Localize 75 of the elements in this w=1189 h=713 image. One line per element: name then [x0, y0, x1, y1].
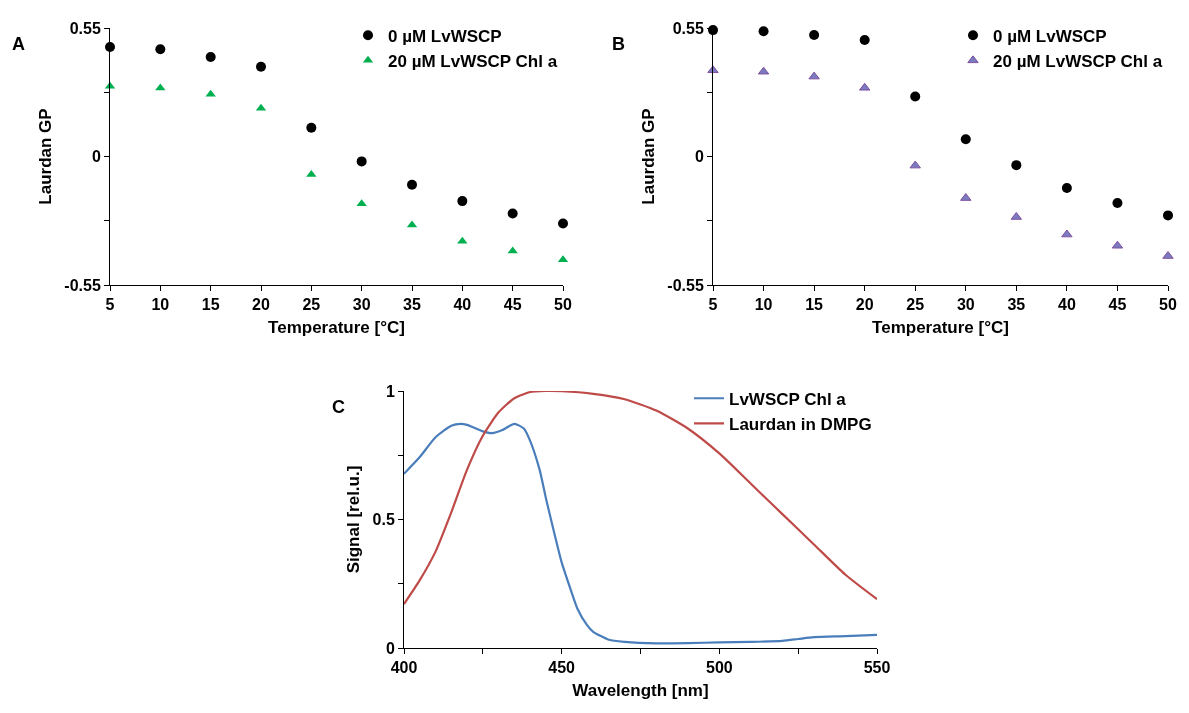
x-axis-title: Wavelength [nm] [572, 680, 709, 700]
point [306, 169, 317, 177]
point [155, 44, 166, 55]
x-tick-label: 550 [863, 659, 891, 677]
line-series [404, 391, 877, 606]
x-tick-label: 25 [906, 296, 925, 314]
x-tick-label: 15 [805, 296, 824, 314]
x-tick-label: 10 [754, 296, 773, 314]
point [707, 65, 719, 74]
chart-title: A [12, 34, 25, 54]
legend-label: LvWSCP Chl a [729, 389, 847, 409]
x-axis-title: Temperature [°C] [268, 317, 405, 337]
x-tick-label: 50 [554, 296, 572, 314]
point [306, 122, 317, 133]
point [808, 71, 820, 80]
x-tick-label: 30 [352, 296, 371, 314]
legend-label: 0 µM LvWSCP [993, 26, 1107, 46]
point [1061, 229, 1073, 238]
x-tick-label: 5 [708, 296, 718, 314]
point [205, 89, 216, 97]
x-tick-label: 10 [151, 296, 170, 314]
x-tick-label: 450 [548, 659, 576, 677]
x-tick-label: 30 [956, 296, 975, 314]
legend-label: Laurdan in DMPG [729, 415, 872, 434]
point [910, 91, 921, 102]
y-axis-title: Laurdan GP [638, 108, 658, 205]
x-tick-label: 400 [390, 659, 418, 677]
point [558, 218, 568, 229]
point [1112, 197, 1123, 208]
x-tick-label: 35 [403, 296, 421, 314]
y-tick-label: 0 [91, 148, 101, 166]
point [909, 160, 921, 169]
legend-label: 0 µM LvWSCP [388, 26, 502, 46]
point [155, 83, 166, 91]
y-axis-title: Signal [rel.u.] [344, 465, 364, 574]
x-tick-label: 45 [503, 296, 522, 314]
point [1163, 210, 1173, 221]
x-tick-label: 25 [302, 296, 321, 314]
x-tick-label: 15 [201, 296, 220, 314]
point [356, 156, 367, 167]
point [960, 134, 971, 145]
chart-title: C [332, 397, 345, 417]
x-tick-label: 45 [1108, 296, 1127, 314]
y-tick-label: 1 [385, 382, 395, 400]
legend-label: 20 µM LvWSCP Chl a [993, 52, 1163, 71]
point [407, 179, 417, 190]
y-tick-label: 0.55 [69, 19, 101, 37]
x-axis-title: Temperature [°C] [872, 317, 1009, 337]
y-axis-title: Laurdan GP [35, 108, 55, 205]
point [1061, 183, 1072, 194]
point [809, 30, 820, 41]
x-tick-label: 40 [453, 296, 472, 314]
chart-title: B [612, 34, 625, 54]
x-tick-label: 35 [1007, 296, 1026, 314]
y-tick-label: 0 [694, 148, 704, 166]
y-tick-label: -0.55 [667, 276, 704, 294]
point [256, 61, 266, 72]
y-tick-label: 0.55 [672, 19, 704, 37]
y-tick-label: -0.55 [64, 276, 101, 294]
x-tick-label: 5 [105, 296, 115, 314]
legend-label: 20 µM LvWSCP Chl a [388, 52, 558, 71]
x-tick-label: 500 [705, 659, 733, 677]
point [507, 208, 518, 219]
point [859, 34, 870, 45]
x-tick-label: 50 [1159, 296, 1177, 314]
x-tick-label: 20 [252, 296, 270, 314]
point [457, 236, 468, 244]
point [457, 196, 468, 207]
y-tick-label: 0 [385, 639, 395, 657]
x-tick-label: 20 [855, 296, 874, 314]
point [1011, 160, 1022, 171]
point [205, 51, 216, 62]
y-tick-label: 0.5 [372, 511, 395, 529]
point [758, 26, 769, 37]
x-tick-label: 40 [1057, 296, 1076, 314]
